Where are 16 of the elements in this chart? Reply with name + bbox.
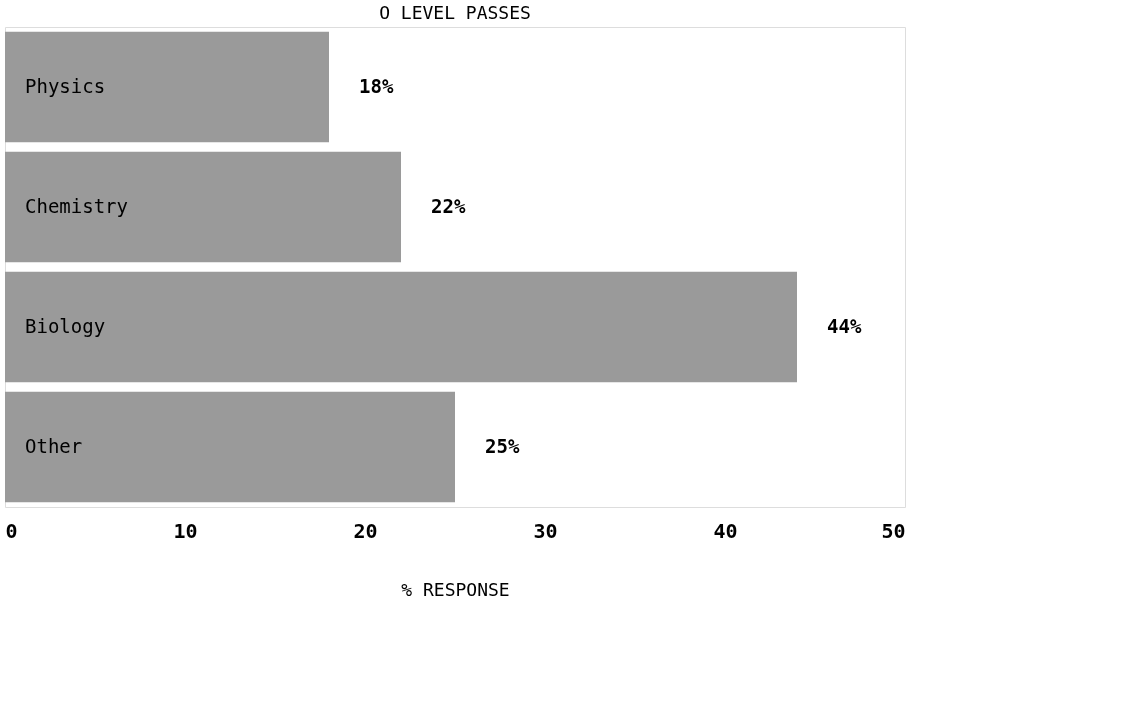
- x-tick-label: 10: [173, 518, 198, 543]
- chart-title: O LEVEL PASSES: [379, 2, 531, 23]
- x-tick-label: 50: [881, 518, 906, 543]
- y-tick-label: Biology: [25, 315, 106, 337]
- y-tick-label: Chemistry: [25, 195, 128, 217]
- data-label: 18%: [359, 75, 394, 97]
- y-tick-label: Physics: [25, 75, 106, 97]
- x-tick-label: 30: [533, 518, 558, 543]
- x-tick-label: 40: [713, 518, 738, 543]
- data-label: 44%: [827, 315, 862, 337]
- x-axis-title: % RESPONSE: [401, 578, 510, 600]
- x-tick-label: 0: [5, 518, 18, 543]
- y-tick-label: Other: [25, 435, 83, 457]
- x-tick-label: 20: [353, 518, 378, 543]
- data-label: 22%: [431, 195, 466, 217]
- data-label: 25%: [485, 435, 520, 457]
